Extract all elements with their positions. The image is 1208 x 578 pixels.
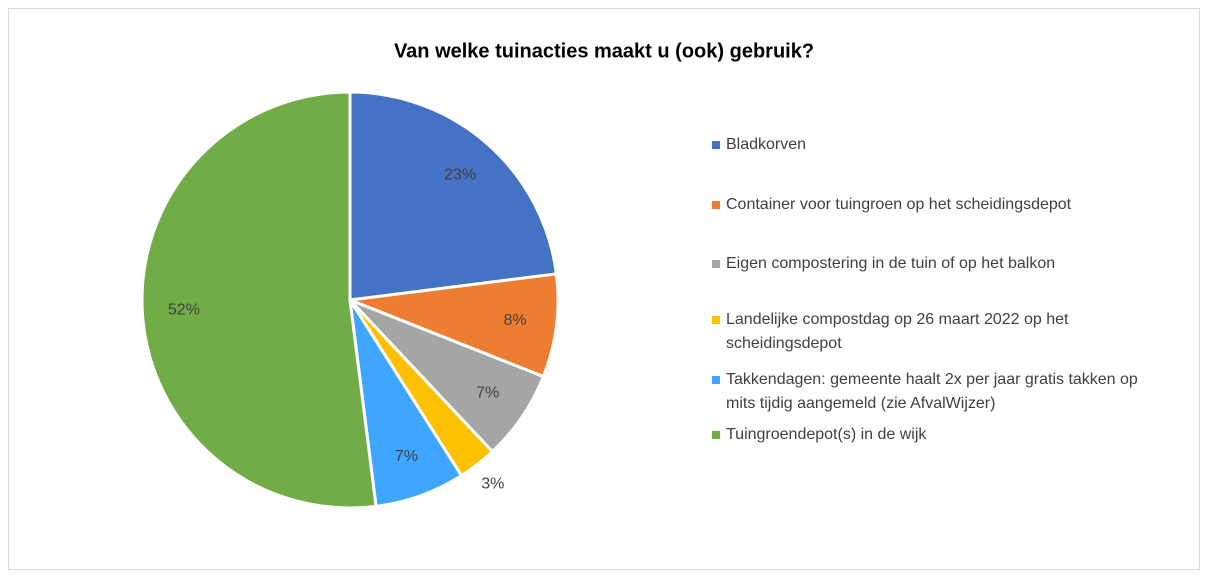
chart-title: Van welke tuinacties maakt u (ook) gebru… <box>394 40 814 62</box>
data-label: 8% <box>504 312 527 329</box>
legend-item: Takkendagen: gemeente haalt 2x per jaar … <box>712 368 1162 416</box>
pie-slice <box>349 272 560 379</box>
legend-item: Bladkorven <box>712 133 1162 157</box>
data-label: 23% <box>444 166 476 183</box>
legend-item: Landelijke compostdag op 26 maart 2022 o… <box>712 308 1162 356</box>
legend-label: Takkendagen: gemeente haalt 2x per jaar … <box>726 371 1138 412</box>
legend-label: Bladkorven <box>726 136 807 153</box>
legend-swatch <box>712 260 720 268</box>
legend-swatch <box>712 201 720 209</box>
data-label: 3% <box>481 475 504 492</box>
legend-label: Container voor tuingroen op het scheidin… <box>726 196 1072 213</box>
legend-item: Container voor tuingroen op het scheidin… <box>712 193 1162 217</box>
legend-item: Eigen compostering in de tuin of op het … <box>712 252 1162 276</box>
legend-swatch <box>712 141 720 149</box>
data-label: 7% <box>476 385 499 402</box>
legend-label: Eigen compostering in de tuin of op het … <box>726 255 1056 272</box>
legend-swatch <box>712 376 720 384</box>
legend-label: Landelijke compostdag op 26 maart 2022 o… <box>726 311 1069 352</box>
legend-label: Tuingroendepot(s) in de wijk <box>726 426 927 443</box>
legend-swatch <box>712 431 720 439</box>
pie-slice <box>348 90 559 302</box>
data-label: 52% <box>168 302 200 319</box>
pie-slice <box>140 90 378 510</box>
legend-swatch <box>712 316 720 324</box>
data-label: 7% <box>395 448 418 465</box>
legend-item: Tuingroendepot(s) in de wijk <box>712 423 1162 447</box>
